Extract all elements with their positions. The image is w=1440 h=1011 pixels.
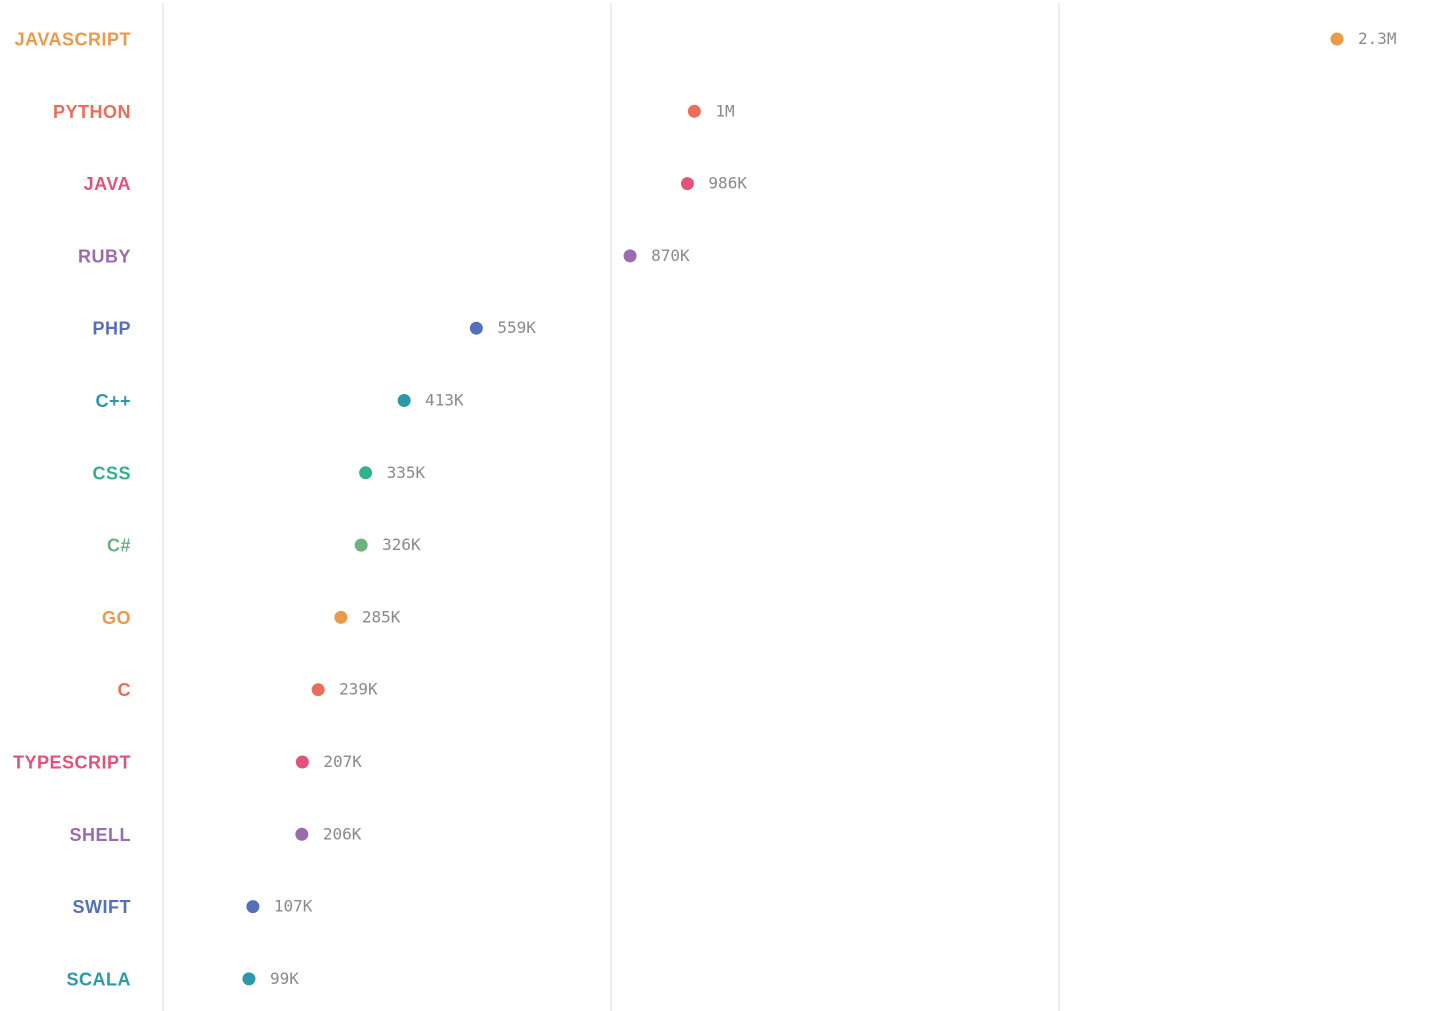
category-label-cpp: C++ bbox=[95, 391, 131, 411]
category-label-css: CSS bbox=[92, 463, 131, 483]
category-labels: JAVASCRIPT PYTHON JAVA RUBY PHP C++ CSS C# GO C TY… bbox=[13, 30, 131, 990]
category-label-ruby: RUBY bbox=[78, 246, 131, 266]
category-label-csharp: C# bbox=[107, 536, 131, 556]
value-label-shell: 206K bbox=[323, 824, 362, 843]
lollipop-dot-java bbox=[680, 177, 694, 191]
lollipop-dot-cpp bbox=[397, 394, 411, 407]
lollipop-series bbox=[195, 32, 1344, 986]
lollipop-dot-shell bbox=[295, 827, 309, 841]
lollipop-dot-csharp bbox=[354, 538, 368, 552]
category-label-c: C bbox=[118, 680, 132, 700]
value-label-javascript: 2.3M bbox=[1358, 29, 1397, 48]
grid-lines bbox=[162, 3, 1060, 1011]
value-label-cpp: 413K bbox=[425, 391, 464, 410]
lollipop-dot-swift bbox=[246, 900, 260, 914]
lollipop-dot-javascript bbox=[1330, 32, 1344, 46]
lollipop-dot-c bbox=[311, 683, 325, 697]
value-label-go: 285K bbox=[362, 607, 401, 626]
category-label-go: GO bbox=[102, 608, 131, 628]
lollipop-dot-css bbox=[359, 466, 373, 480]
value-labels: 2.3M 1M 986K 870K 559K 413K 335K 326K 285K 239K 20… bbox=[270, 29, 1397, 988]
value-label-ruby: 870K bbox=[651, 246, 690, 265]
lollipop-dot-ruby bbox=[623, 249, 637, 263]
lollipop-dot-go bbox=[334, 610, 348, 624]
category-label-javascript: JAVASCRIPT bbox=[15, 30, 131, 50]
value-label-swift: 107K bbox=[274, 897, 313, 916]
category-label-shell: SHELL bbox=[69, 825, 131, 845]
lollipop-dot-python bbox=[687, 104, 701, 118]
category-label-php: PHP bbox=[92, 319, 131, 339]
lollipop-dot-php bbox=[469, 321, 483, 335]
value-label-php: 559K bbox=[497, 318, 536, 337]
value-label-python: 1M bbox=[715, 101, 734, 120]
category-label-python: PYTHON bbox=[53, 102, 131, 122]
value-label-csharp: 326K bbox=[382, 535, 421, 554]
value-label-scala: 99K bbox=[270, 969, 299, 988]
category-label-swift: SWIFT bbox=[73, 897, 132, 917]
value-label-css: 335K bbox=[387, 463, 426, 482]
value-label-java: 986K bbox=[708, 174, 747, 193]
value-label-c: 239K bbox=[339, 680, 378, 699]
category-label-java: JAVA bbox=[84, 174, 131, 194]
value-label-typescript: 207K bbox=[323, 752, 362, 771]
lollipop-dot-scala bbox=[242, 972, 256, 986]
category-label-scala: SCALA bbox=[67, 969, 132, 989]
lollipop-dot-typescript bbox=[295, 755, 309, 769]
category-label-typescript: TYPESCRIPT bbox=[13, 753, 131, 773]
